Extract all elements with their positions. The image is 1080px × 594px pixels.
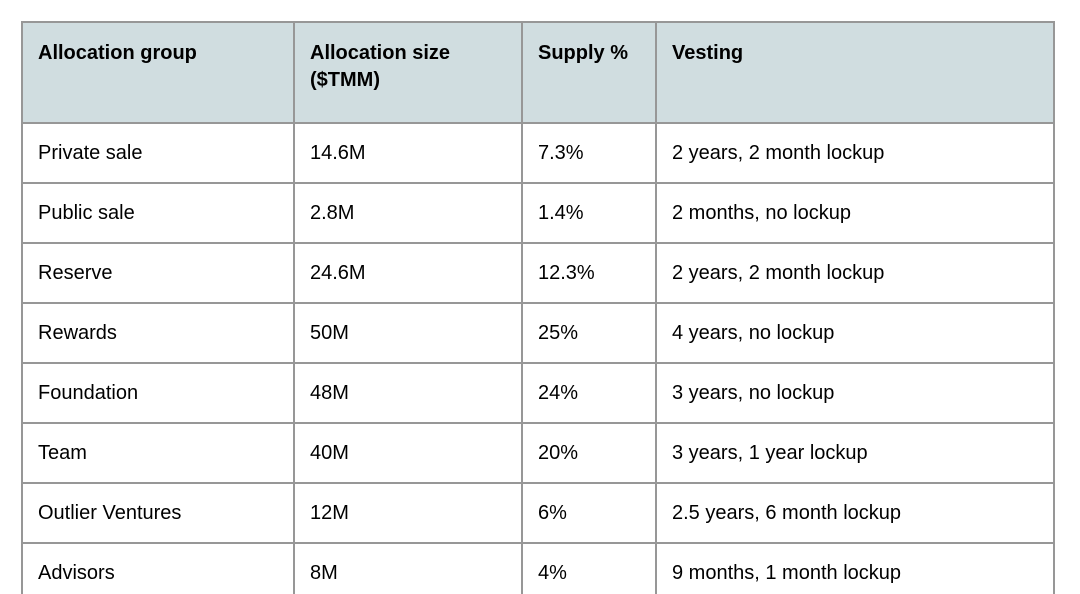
cell-supply: 1.4% bbox=[521, 182, 657, 244]
cell-supply: 20% bbox=[521, 422, 657, 484]
cell-size: 14.6M bbox=[293, 122, 523, 184]
cell-vesting: 2 years, 2 month lockup bbox=[655, 122, 1055, 184]
cell-vesting: 2 years, 2 month lockup bbox=[655, 242, 1055, 304]
cell-vesting: 3 years, no lockup bbox=[655, 362, 1055, 424]
column-header-allocation-size: Allocation size ($TMM) bbox=[293, 21, 523, 124]
table-row: Team 40M 20% 3 years, 1 year lockup bbox=[21, 422, 1055, 484]
cell-size: 48M bbox=[293, 362, 523, 424]
cell-size: 2.8M bbox=[293, 182, 523, 244]
table-row: Advisors 8M 4% 9 months, 1 month lockup bbox=[21, 542, 1055, 594]
allocation-table: Allocation group Allocation size ($TMM) … bbox=[21, 21, 1055, 594]
column-header-allocation-group: Allocation group bbox=[21, 21, 295, 124]
cell-group: Advisors bbox=[21, 542, 295, 594]
column-header-supply-percent: Supply % bbox=[521, 21, 657, 124]
cell-group: Public sale bbox=[21, 182, 295, 244]
table-row: Rewards 50M 25% 4 years, no lockup bbox=[21, 302, 1055, 364]
table-row: Public sale 2.8M 1.4% 2 months, no locku… bbox=[21, 182, 1055, 244]
table-header-row: Allocation group Allocation size ($TMM) … bbox=[21, 21, 1055, 124]
cell-size: 40M bbox=[293, 422, 523, 484]
cell-group: Foundation bbox=[21, 362, 295, 424]
cell-vesting: 2.5 years, 6 month lockup bbox=[655, 482, 1055, 544]
table-row: Foundation 48M 24% 3 years, no lockup bbox=[21, 362, 1055, 424]
cell-size: 24.6M bbox=[293, 242, 523, 304]
cell-group: Private sale bbox=[21, 122, 295, 184]
table-row: Private sale 14.6M 7.3% 2 years, 2 month… bbox=[21, 122, 1055, 184]
cell-size: 12M bbox=[293, 482, 523, 544]
cell-vesting: 4 years, no lockup bbox=[655, 302, 1055, 364]
cell-supply: 12.3% bbox=[521, 242, 657, 304]
cell-group: Reserve bbox=[21, 242, 295, 304]
cell-supply: 24% bbox=[521, 362, 657, 424]
cell-group: Rewards bbox=[21, 302, 295, 364]
cell-supply: 25% bbox=[521, 302, 657, 364]
cell-size: 50M bbox=[293, 302, 523, 364]
cell-group: Outlier Ventures bbox=[21, 482, 295, 544]
cell-vesting: 2 months, no lockup bbox=[655, 182, 1055, 244]
cell-supply: 7.3% bbox=[521, 122, 657, 184]
cell-size: 8M bbox=[293, 542, 523, 594]
table-row: Outlier Ventures 12M 6% 2.5 years, 6 mon… bbox=[21, 482, 1055, 544]
cell-supply: 4% bbox=[521, 542, 657, 594]
cell-vesting: 9 months, 1 month lockup bbox=[655, 542, 1055, 594]
cell-supply: 6% bbox=[521, 482, 657, 544]
table-row: Reserve 24.6M 12.3% 2 years, 2 month loc… bbox=[21, 242, 1055, 304]
cell-group: Team bbox=[21, 422, 295, 484]
cell-vesting: 3 years, 1 year lockup bbox=[655, 422, 1055, 484]
column-header-vesting: Vesting bbox=[655, 21, 1055, 124]
